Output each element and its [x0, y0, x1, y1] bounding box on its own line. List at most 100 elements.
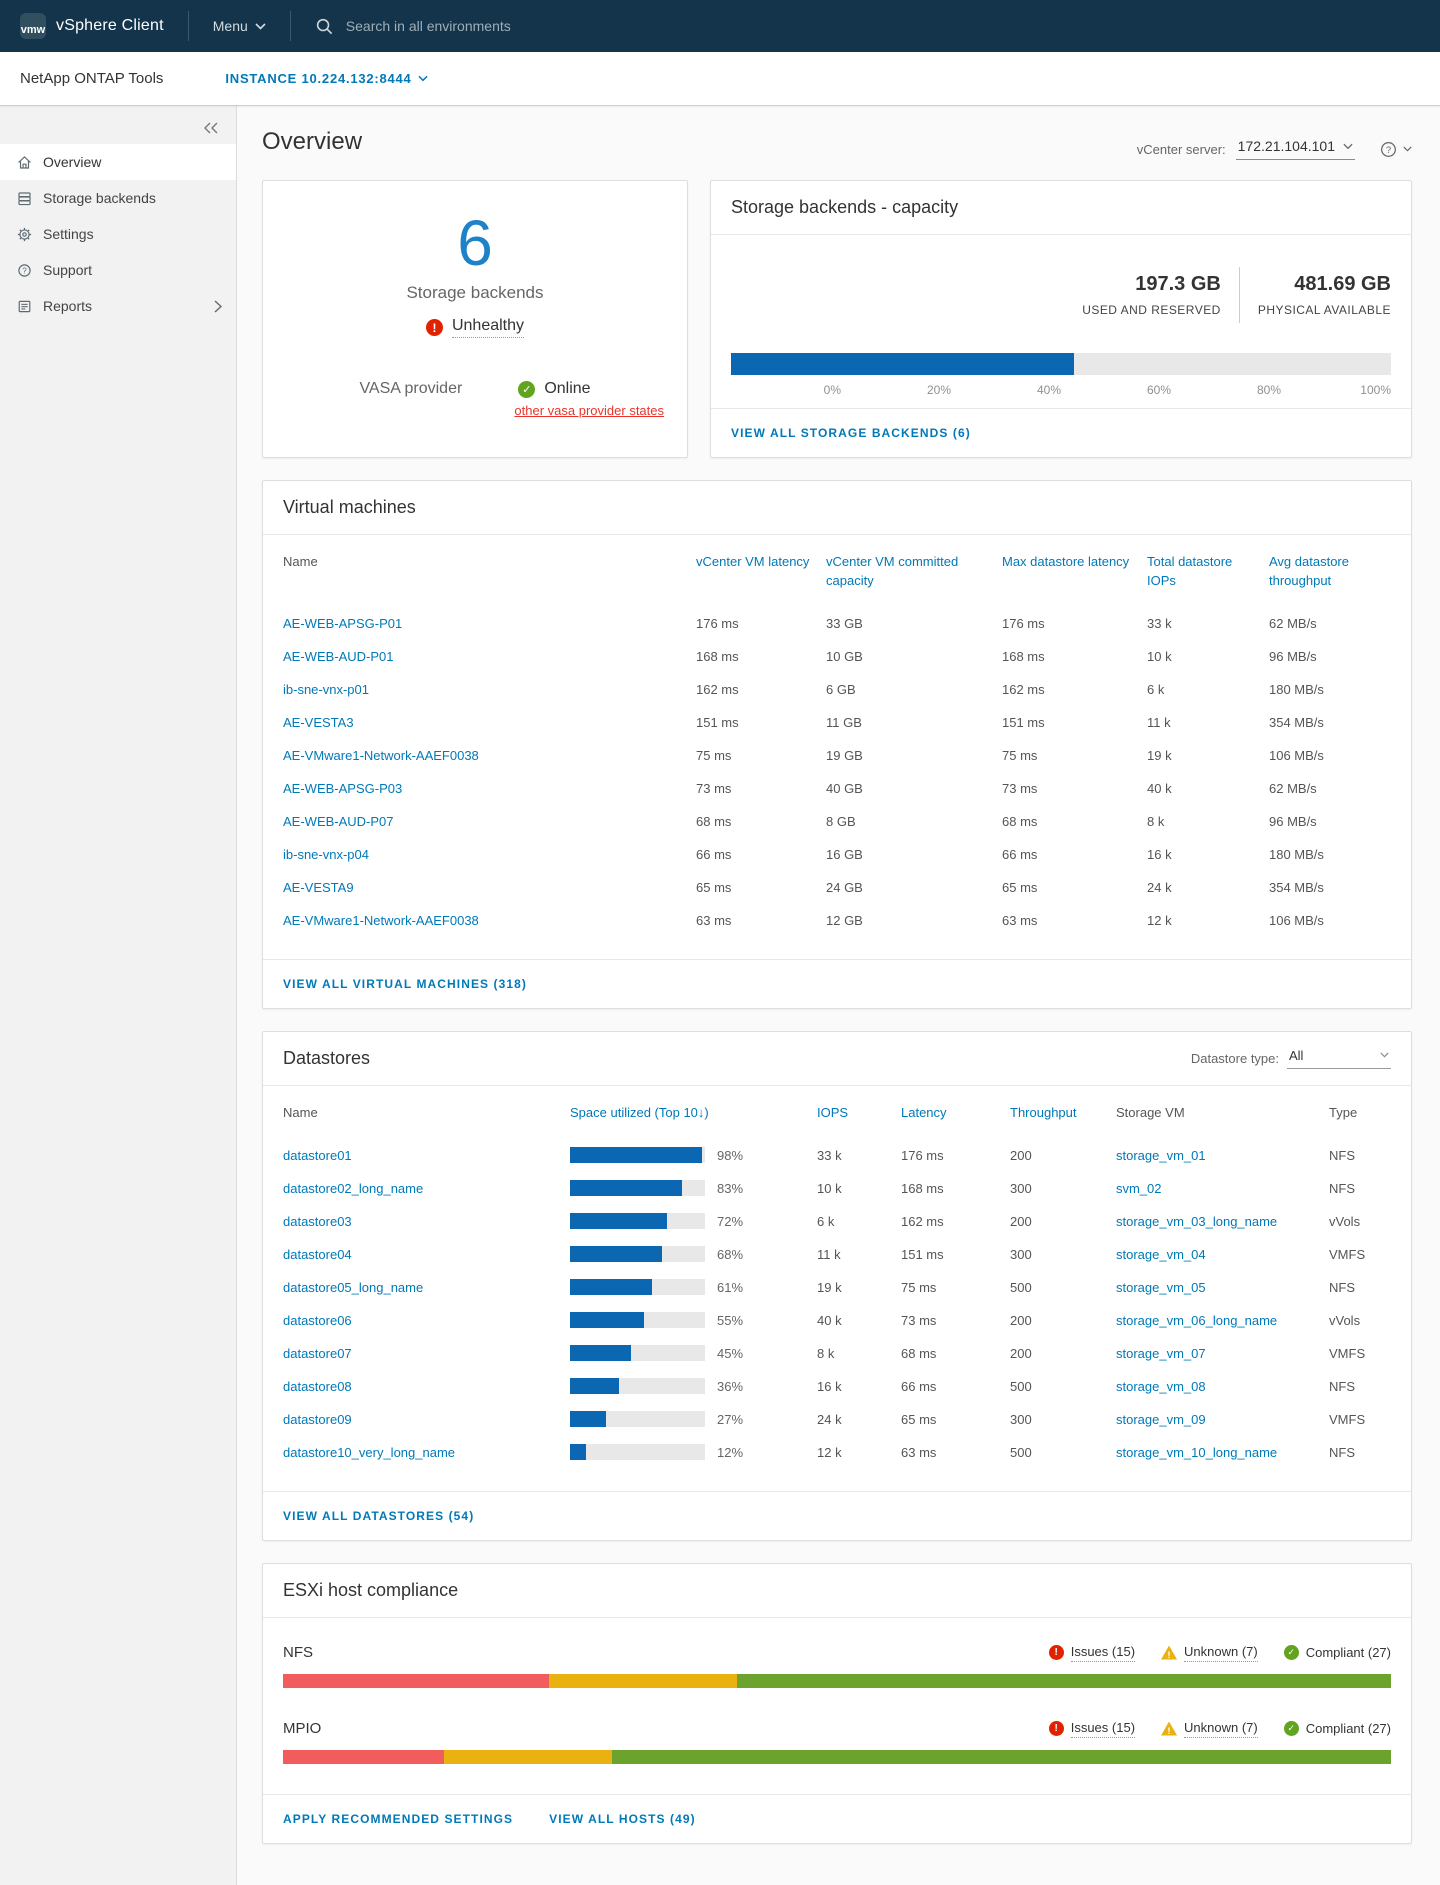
datastore-table-row: datastore08 36% 16 k 66 ms 500 storage_vm_08 N…: [263, 1370, 1411, 1403]
datastore-name-link[interactable]: datastore07: [283, 1345, 352, 1361]
storage-vm-link[interactable]: storage_vm_04: [1116, 1246, 1206, 1262]
storage-vm-link[interactable]: storage_vm_10_long_name: [1116, 1444, 1278, 1460]
datastore-table-row: datastore03 72% 6 k 162 ms 200 storage_vm_03_…: [263, 1205, 1411, 1238]
vm-cell: 11 k: [1147, 714, 1171, 730]
esxi-card-title: ESXi host compliance: [283, 1579, 459, 1600]
vm-column-header[interactable]: vCenter VM latency: [696, 554, 810, 569]
space-utilized-cell: 36%: [570, 1378, 817, 1395]
sidebar-item-settings[interactable]: Settings: [0, 216, 236, 252]
scale-tick-label: 80%: [1256, 383, 1281, 397]
vm-cell: 63 ms: [1002, 912, 1038, 928]
datastore-cell-type: NFS: [1329, 1444, 1355, 1460]
vm-table-row: AE-WEB-AUD-P07 68 ms 8 GB 68 ms 8 k 96 MB/s: [263, 805, 1411, 838]
vm-name-link[interactable]: AE-WEB-AUD-P01: [283, 648, 394, 664]
datastore-column-header: Type: [1329, 1104, 1358, 1120]
datastore-column-header[interactable]: IOPS: [817, 1104, 849, 1120]
vm-name-link[interactable]: AE-WEB-APSG-P03: [283, 780, 403, 796]
datastore-column-header[interactable]: Space utilized (Top 10↓): [570, 1104, 709, 1120]
page-title: Overview: [262, 128, 363, 155]
vm-name-link[interactable]: ib-sne-vnx-p01: [283, 681, 369, 697]
datastore-name-link[interactable]: datastore05_long_name: [283, 1279, 424, 1295]
space-utilized-percent: 72%: [717, 1213, 744, 1229]
storage-vm-link[interactable]: storage_vm_03_long_name: [1116, 1213, 1278, 1229]
vm-column-header[interactable]: Max datastore latency: [1002, 554, 1130, 569]
space-utilized-bar: [570, 1444, 705, 1461]
datastore-column-header[interactable]: Throughput: [1010, 1104, 1077, 1120]
collapse-sidebar-icon[interactable]: [204, 122, 218, 134]
view-all-storage-backends-link[interactable]: VIEW ALL STORAGE BACKENDS (6): [731, 426, 971, 440]
vm-cell: 96 MB/s: [1269, 813, 1317, 829]
sidebar-item-overview[interactable]: Overview: [0, 144, 236, 180]
sidebar-item-support[interactable]: ? Support: [0, 252, 236, 288]
global-search-input[interactable]: Search in all environments: [315, 17, 511, 36]
vm-table-row: AE-VESTA9 65 ms 24 GB 65 ms 24 k 354 MB/s: [263, 871, 1411, 904]
datastore-name-link[interactable]: datastore03: [283, 1213, 352, 1229]
check-circle-icon: ✓: [1283, 1721, 1299, 1737]
vcenter-server-select[interactable]: 172.21.104.101: [1235, 138, 1355, 160]
datastore-name-link[interactable]: datastore02_long_name: [283, 1180, 424, 1196]
health-status[interactable]: ! Unhealthy: [425, 317, 525, 338]
datastore-cell-throughput: 500: [1010, 1444, 1032, 1460]
storage-vm-link[interactable]: storage_vm_09: [1116, 1411, 1206, 1427]
datastore-cell-iops: 16 k: [817, 1378, 842, 1394]
instance-selector[interactable]: INSTANCE 10.224.132:8444: [225, 71, 428, 86]
view-all-vms-link[interactable]: VIEW ALL VIRTUAL MACHINES (318): [283, 976, 527, 991]
menu-button[interactable]: Menu: [213, 18, 266, 34]
vm-name-link[interactable]: AE-VESTA9: [283, 879, 354, 895]
legend-issues[interactable]: ! Issues (15): [1048, 1720, 1136, 1738]
sidebar-item-label: Reports: [43, 298, 93, 314]
legend-unknown[interactable]: ! Unknown (7): [1161, 1720, 1258, 1738]
space-utilized-cell: 27%: [570, 1411, 817, 1428]
legend-unknown[interactable]: ! Unknown (7): [1161, 1644, 1258, 1662]
datastore-name-link[interactable]: datastore04: [283, 1246, 352, 1262]
other-vasa-states-link[interactable]: other vasa provider states: [514, 403, 664, 418]
vm-cell: 162 ms: [1002, 681, 1045, 697]
scale-tick-label: 60%: [1146, 383, 1171, 397]
storage-vm-link[interactable]: storage_vm_01: [1116, 1147, 1206, 1163]
vm-cell: 62 MB/s: [1269, 780, 1317, 796]
datastore-cell-type: NFS: [1329, 1180, 1355, 1196]
view-all-hosts-link[interactable]: VIEW ALL HOSTS (49): [549, 1811, 696, 1826]
storage-vm-link[interactable]: storage_vm_05: [1116, 1279, 1206, 1295]
vm-name-link[interactable]: ib-sne-vnx-p04: [283, 846, 369, 862]
datastore-type-label: Datastore type:: [1190, 1050, 1279, 1066]
datastore-name-link[interactable]: datastore06: [283, 1312, 352, 1328]
datastore-name-link[interactable]: datastore10_very_long_name: [283, 1444, 456, 1460]
storage-vm-link[interactable]: storage_vm_08: [1116, 1378, 1206, 1394]
vm-column-header[interactable]: Total datastore IOPs: [1147, 554, 1233, 588]
datastore-type-select[interactable]: All: [1287, 1048, 1391, 1069]
vm-table-row: AE-WEB-APSG-P01 176 ms 33 GB 176 ms 33 k 62 M…: [263, 607, 1411, 640]
vm-name-link[interactable]: AE-VMware1-Network-AAEF0038: [283, 747, 479, 763]
view-all-datastores-link[interactable]: VIEW ALL DATASTORES (54): [283, 1508, 475, 1523]
vm-name-link[interactable]: AE-WEB-AUD-P07: [283, 813, 394, 829]
vm-column-header[interactable]: vCenter VM committed capacity: [826, 554, 959, 588]
datastore-cell-iops: 40 k: [817, 1312, 842, 1328]
storage-vm-link[interactable]: storage_vm_06_long_name: [1116, 1312, 1278, 1328]
vm-name-link[interactable]: AE-VESTA3: [283, 714, 354, 730]
legend-issues[interactable]: ! Issues (15): [1048, 1644, 1136, 1662]
datastore-column-header[interactable]: Latency: [901, 1104, 947, 1120]
vm-cell: 162 ms: [696, 681, 739, 697]
sidebar-item-reports[interactable]: Reports: [0, 288, 236, 324]
top-header: vmw vSphere Client Menu Search in all en…: [0, 0, 1440, 52]
datastore-name-link[interactable]: datastore01: [283, 1147, 352, 1163]
vm-column-header[interactable]: Avg datastore throughput: [1269, 554, 1349, 588]
datastore-cell-throughput: 500: [1010, 1378, 1032, 1394]
apply-recommended-settings-link[interactable]: APPLY RECOMMENDED SETTINGS: [283, 1811, 514, 1826]
datastore-name-link[interactable]: datastore08: [283, 1378, 352, 1394]
datastore-cell-latency: 66 ms: [901, 1378, 937, 1394]
vm-name-link[interactable]: AE-VMware1-Network-AAEF0038: [283, 912, 479, 928]
storage-vm-link[interactable]: svm_02: [1116, 1180, 1162, 1196]
help-icon: ?: [18, 263, 31, 277]
datastore-cell-iops: 10 k: [817, 1180, 842, 1196]
datastore-name-link[interactable]: datastore09: [283, 1411, 352, 1427]
vm-name-link[interactable]: AE-WEB-APSG-P01: [283, 615, 403, 631]
help-menu-button[interactable]: ?: [1379, 140, 1412, 159]
chevron-down-icon: [1380, 1052, 1389, 1058]
space-utilized-bar: [570, 1246, 705, 1263]
storage-vm-link[interactable]: storage_vm_07: [1116, 1345, 1206, 1361]
sidebar-item-storage-backends[interactable]: Storage backends: [0, 180, 236, 216]
vm-cell: 65 ms: [696, 879, 732, 895]
compliance-row-nfs: NFS! Issues (15)! Unknown (7) ✓ Compliant (2…: [283, 1644, 1391, 1688]
vmware-logo[interactable]: vmw: [20, 13, 46, 39]
